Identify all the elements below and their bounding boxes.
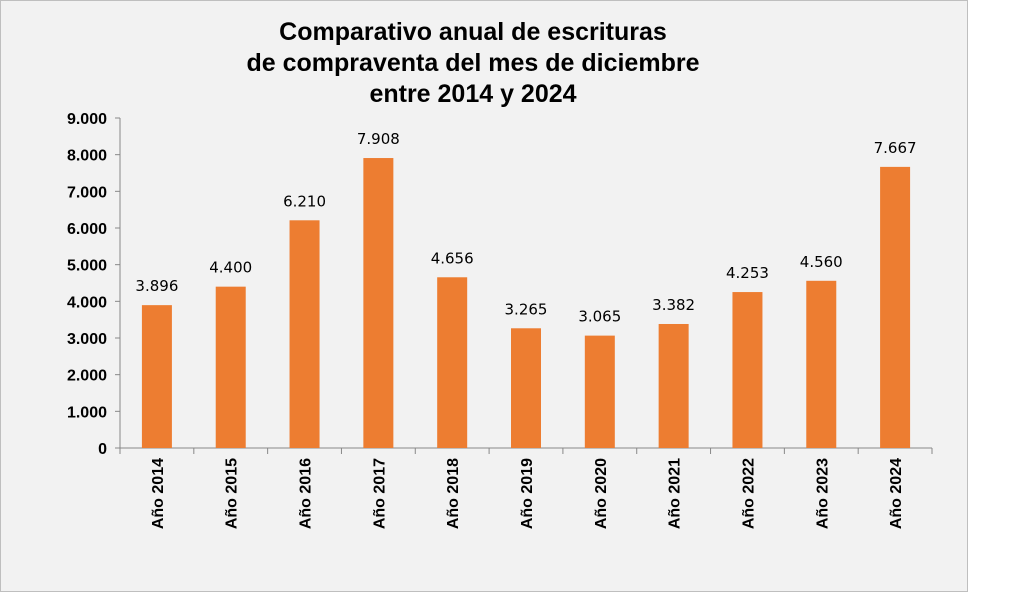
- data-label: 6.210: [283, 192, 326, 210]
- bar: [363, 158, 394, 449]
- x-category-label: Año 2024: [888, 458, 905, 529]
- y-tick-label: 9.000: [67, 111, 107, 128]
- x-category-label: Año 2022: [740, 458, 757, 529]
- y-tick-label: 2.000: [67, 368, 107, 385]
- x-category-label: Año 2017: [371, 458, 388, 529]
- x-category-label: Año 2018: [445, 458, 462, 529]
- x-category-label: Año 2019: [519, 458, 536, 529]
- chart-area: Comparativo anual de escrituras de compr…: [0, 0, 968, 592]
- bar: [437, 277, 468, 448]
- y-tick-label: 7.000: [67, 184, 107, 201]
- bar: [732, 292, 763, 448]
- y-tick-label: 1.000: [67, 404, 107, 421]
- chart-title: Comparativo anual de escrituras de compr…: [1, 17, 945, 110]
- data-label: 7.908: [357, 130, 400, 148]
- data-label: 7.667: [874, 139, 917, 157]
- bar: [511, 328, 541, 448]
- data-label: 4.656: [431, 249, 474, 267]
- data-label: 4.400: [209, 259, 252, 277]
- data-label: 4.253: [726, 264, 769, 282]
- y-tick-label: 0: [98, 441, 107, 458]
- bar: [141, 305, 172, 448]
- bar-chart: 0 1.000 2.000 3.000 4.000 5.000 6.000 7.000 8.00…: [67, 111, 933, 529]
- data-label: 4.560: [800, 253, 843, 271]
- chart-title-line-3: entre 2014 y 2024: [369, 80, 577, 108]
- y-tick-label: 6.000: [67, 221, 107, 238]
- bar: [289, 220, 320, 448]
- data-label: 3.896: [135, 277, 178, 295]
- bar: [880, 166, 911, 449]
- y-tick-label: 4.000: [67, 294, 107, 311]
- x-category-label: Año 2015: [224, 458, 241, 529]
- bar: [215, 286, 246, 448]
- y-tick-label: 5.000: [67, 258, 107, 275]
- chart-title-line-1: Comparativo anual de escrituras: [279, 18, 667, 46]
- bar: [584, 335, 615, 448]
- data-label: 3.265: [505, 300, 548, 318]
- x-category-label: Año 2016: [298, 458, 315, 529]
- data-label: 3.065: [578, 308, 621, 326]
- chart-title-line-2: de compraventa del mes de diciembre: [246, 49, 700, 77]
- data-label: 3.382: [652, 296, 695, 314]
- x-category-label: Año 2020: [593, 458, 610, 529]
- x-category-label: Año 2023: [814, 458, 831, 529]
- x-category-label: Año 2021: [667, 458, 684, 529]
- bar: [658, 323, 689, 448]
- y-tick-label: 3.000: [67, 331, 107, 348]
- x-category-label: Año 2014: [150, 458, 167, 529]
- bar: [806, 280, 837, 448]
- y-tick-label: 8.000: [67, 148, 107, 165]
